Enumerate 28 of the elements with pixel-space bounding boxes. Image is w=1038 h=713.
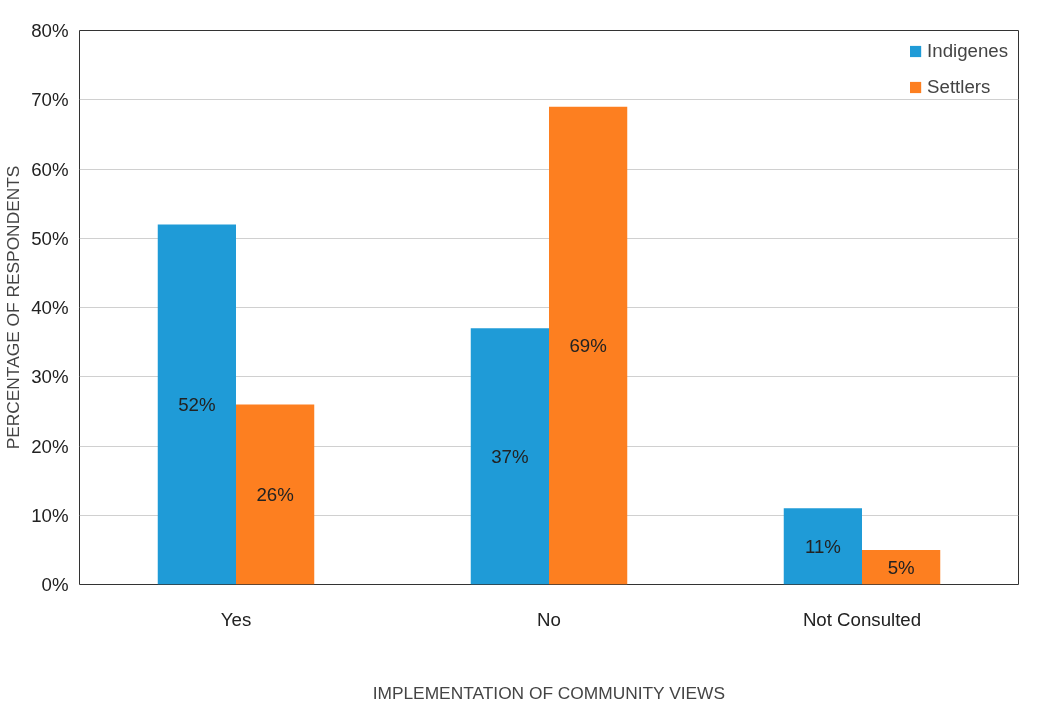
y-tick-label: 30% bbox=[31, 366, 69, 388]
legend-label: Indigenes bbox=[927, 40, 1008, 62]
x-tick-label: No bbox=[537, 608, 561, 630]
y-tick-label: 40% bbox=[31, 297, 69, 318]
data-label: 26% bbox=[256, 483, 294, 505]
y-axis-title: PERCENTAGE OF RESPONDENTS bbox=[3, 165, 24, 450]
y-tick-label: 20% bbox=[31, 435, 69, 457]
y-tick-label: 10% bbox=[31, 504, 69, 526]
bar bbox=[783, 508, 862, 585]
data-label: 11% bbox=[804, 535, 841, 557]
y-tick-label: 60% bbox=[31, 158, 69, 180]
y-tick-label: 0% bbox=[41, 574, 69, 595]
data-label: 5% bbox=[887, 556, 915, 578]
bar bbox=[549, 106, 628, 585]
bar bbox=[236, 404, 315, 585]
bar bbox=[470, 328, 549, 585]
x-tick-label: Yes bbox=[220, 608, 252, 630]
y-tick-label: 70% bbox=[31, 89, 69, 111]
x-axis-title: IMPLEMENTATION OF COMMUNITY VIEWS bbox=[372, 682, 726, 703]
data-label: 37% bbox=[491, 445, 529, 467]
data-label: 69% bbox=[569, 335, 607, 357]
y-tick-label: 50% bbox=[31, 227, 69, 249]
data-label: 52% bbox=[178, 393, 216, 415]
y-tick-label: 80% bbox=[31, 20, 69, 41]
bar bbox=[862, 549, 941, 585]
legend-label: Settlers bbox=[927, 76, 991, 98]
x-tick-label: Not Consulted bbox=[802, 608, 922, 630]
bar bbox=[157, 224, 236, 585]
